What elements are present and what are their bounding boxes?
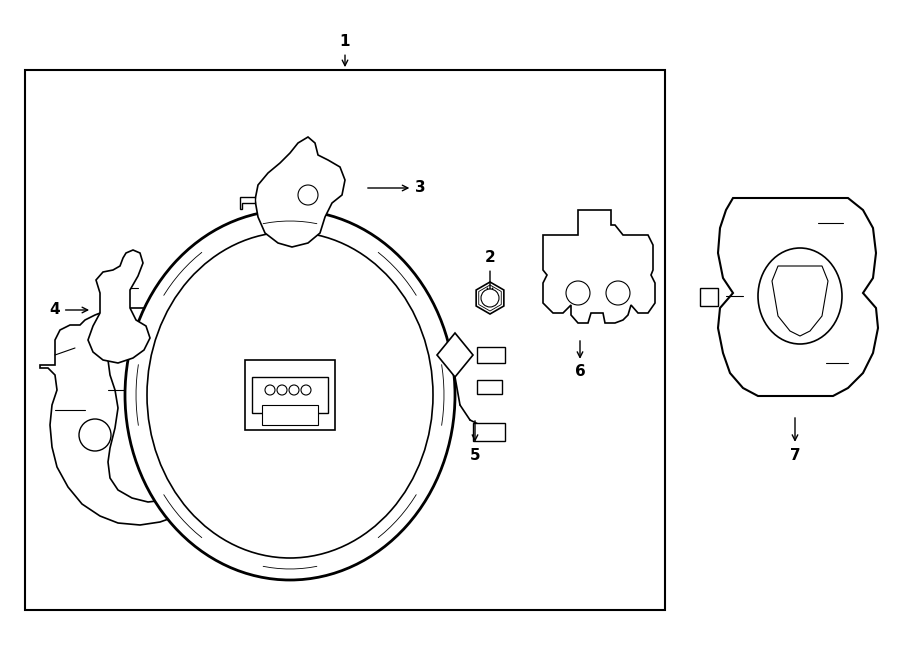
Polygon shape — [255, 137, 345, 247]
Bar — [397, 325, 417, 340]
Polygon shape — [40, 308, 210, 525]
Text: 2: 2 — [484, 251, 495, 293]
Bar — [262, 405, 318, 425]
Bar — [245, 360, 335, 430]
Polygon shape — [700, 288, 718, 306]
Ellipse shape — [758, 248, 842, 344]
Ellipse shape — [147, 232, 433, 558]
Circle shape — [277, 385, 287, 395]
Text: 1: 1 — [340, 34, 350, 65]
Text: 5: 5 — [470, 421, 481, 463]
Polygon shape — [437, 333, 473, 377]
Circle shape — [79, 419, 111, 451]
Ellipse shape — [125, 210, 455, 580]
Polygon shape — [25, 70, 665, 610]
Bar — [477, 347, 505, 363]
Circle shape — [289, 385, 299, 395]
Polygon shape — [718, 198, 878, 396]
Text: 6: 6 — [574, 341, 585, 379]
Polygon shape — [772, 266, 828, 336]
Polygon shape — [88, 250, 150, 363]
Circle shape — [481, 289, 499, 307]
Polygon shape — [543, 210, 655, 323]
Polygon shape — [240, 197, 255, 209]
Circle shape — [566, 281, 590, 305]
Circle shape — [301, 385, 311, 395]
Circle shape — [606, 281, 630, 305]
Bar — [252, 377, 328, 413]
Text: 4: 4 — [50, 303, 87, 317]
Text: 7: 7 — [789, 418, 800, 463]
Polygon shape — [476, 282, 504, 314]
Circle shape — [298, 185, 318, 205]
Bar — [477, 380, 502, 394]
Text: 3: 3 — [368, 180, 426, 196]
Bar — [473, 423, 505, 441]
Circle shape — [265, 385, 275, 395]
